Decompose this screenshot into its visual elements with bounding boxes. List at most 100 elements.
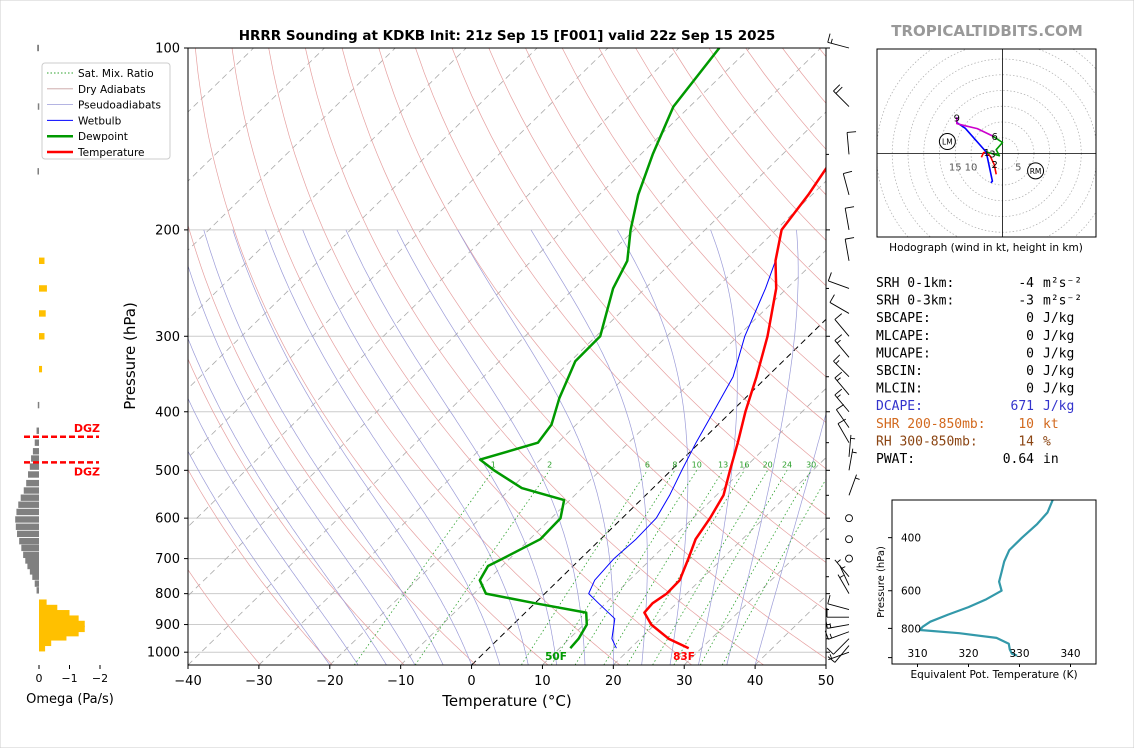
y-tick-label: 300 [155,330,180,345]
stat-row: RH 300-850mb: 14% [876,434,1051,449]
stat-value: 0 [1026,311,1034,326]
wind-barb [848,474,860,496]
barb-flag [835,86,843,94]
wind-barb [845,554,853,563]
omega-bar [37,401,40,409]
omega-x-tick-label: 0 [36,672,43,685]
barb-flag [827,272,832,282]
wind-barb [844,206,855,230]
thetae-x-tick-label: 340 [1060,648,1080,660]
barb-half-flag [829,623,832,628]
y-tick-label: 100 [155,42,180,57]
dry-adiabat [231,48,621,665]
barb-half-flag [852,451,857,454]
omega-bar [16,508,39,516]
omega-bar [23,551,39,559]
omega-bar [17,530,39,538]
stat-label: MLCAPE: [876,329,931,344]
x-tick-label: 0 [467,674,475,689]
barb-half-flag [839,574,844,579]
wind-barb [826,608,849,618]
omega-bar [20,494,39,501]
x-tick-label: 30 [676,674,693,689]
omega-panel: 0 −1 −2 DGZ DGZ Omega (Pa/s) [15,44,114,707]
stat-row: MUCAPE: 0 J/kg [876,346,1074,361]
omega-bar [34,580,39,587]
omega-bar [39,610,70,617]
omega-bar [19,537,39,545]
dry-adiabat [378,48,826,611]
omega-bar [39,285,47,292]
barb-shaft [828,280,850,289]
dry-adiabat [188,569,261,665]
thetae-x-tick-label: 330 [1009,648,1029,660]
pseudo-adiabat [188,337,387,665]
hodograph-height-label: 3 [989,150,995,161]
thetae-y-tick-label: 600 [901,586,921,598]
thetae-frame [891,499,1097,665]
wind-barb [834,388,850,413]
wind-barbs [824,33,860,663]
omega-bar [36,427,39,434]
barb-shaft [828,651,850,661]
omega-bar [37,168,39,175]
stat-unit: J/kg [1043,329,1074,344]
y-tick-label: 200 [155,223,180,238]
mixing-ratio-line [521,470,648,665]
pseudo-adiabat [396,229,586,665]
dry-adiabat [488,48,826,470]
thetae-panel: 310 320 330 340 400 600 800 Equivalent Pot. Te… [876,499,1097,681]
calm-circle [845,514,853,523]
omega-bar [29,463,39,470]
barb-flag [847,131,857,133]
hodograph-height-label: 9 [954,113,960,124]
wind-barb [827,272,850,289]
omega-bar [27,562,39,570]
barb-flag [824,630,829,640]
wind-barb [845,514,853,523]
stat-value: 0 [1026,382,1034,397]
dry-adiabat [341,48,826,659]
surface-dewpoint-label: 50F [545,651,567,663]
isotherm-line [258,111,826,665]
dry-adiabat [451,48,826,516]
wind-barb [833,354,850,378]
omega-bar [39,645,46,652]
wind-barb [824,630,850,640]
dry-adiabat [188,358,405,665]
stat-label: SBCIN: [876,364,923,379]
wind-barb [825,619,850,629]
omega-bar [39,599,47,606]
hodograph-frame [876,48,1097,238]
stat-row: SRH 0-1km: -4 m²s⁻² [876,276,1082,291]
omega-bar [39,604,58,612]
mixing-ratio-line [574,470,698,665]
omega-bar [26,479,39,487]
omega-bar [39,365,43,373]
isotherm-line [188,48,751,597]
mixing-ratio-label: 8 [672,460,677,469]
stat-unit: m²s⁻² [1043,276,1082,291]
pseudo-adiabat [726,229,799,665]
stat-row: SBCAPE: 0 J/kg [876,311,1074,326]
dry-adiabat [188,223,477,665]
x-tick-label: −10 [387,674,414,689]
x-tick-label: −30 [245,674,272,689]
barb-half-flag [836,339,841,344]
y-tick-label: 900 [155,618,180,633]
thetae-x-axis-label: Equivalent Pot. Temperature (K) [910,669,1077,681]
x-tick-label: 40 [747,674,764,689]
dgz-label: DGZ [74,422,100,435]
dry-adiabat [598,48,826,332]
y-tick-label: 600 [155,512,180,527]
pseudo-adiabat [302,229,529,665]
pseudo-adiabat [188,264,416,665]
thetae-y-axis-label: Pressure (hPa) [876,546,887,618]
x-tick-label: −20 [316,674,343,689]
wind-barb [834,334,850,358]
dry-adiabat [268,48,693,665]
wind-barb [834,559,850,577]
barb-flag [834,313,843,320]
